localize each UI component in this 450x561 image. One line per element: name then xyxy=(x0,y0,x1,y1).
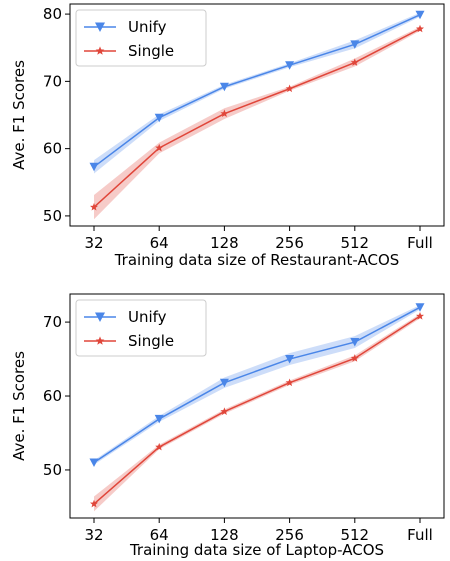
y-axis-title: Ave. F1 Scores xyxy=(10,351,28,461)
point-unify xyxy=(415,303,425,312)
point-single xyxy=(416,24,424,33)
series-line-single xyxy=(93,28,421,208)
y-axis-title: Ave. F1 Scores xyxy=(10,60,28,170)
point-unify xyxy=(350,338,360,347)
x-tick-label: Full xyxy=(407,234,433,252)
legend-marker-unify xyxy=(95,22,105,32)
legend-label-single: Single xyxy=(128,42,174,60)
point-single xyxy=(155,442,164,451)
point-unify xyxy=(285,355,295,364)
legend-box xyxy=(75,299,207,357)
x-tick-label: 512 xyxy=(340,234,369,252)
point-single xyxy=(350,354,359,362)
legend-label-single: Single xyxy=(128,332,174,350)
point-unify xyxy=(350,40,360,49)
point-single xyxy=(90,202,98,211)
chart-panel-1: 50 60 70 80 32 64 128 256 512 Full Training data s… xyxy=(10,3,445,269)
legend-marker-unify xyxy=(95,312,105,322)
point-unify xyxy=(154,414,164,424)
legend: Unify Single xyxy=(75,9,207,67)
x-tick-label: 64 xyxy=(150,526,169,544)
legend-marker-single xyxy=(95,46,105,55)
point-unify xyxy=(154,113,164,123)
x-tick-label: 32 xyxy=(84,234,103,252)
point-unify xyxy=(285,61,295,70)
y-tick-label: 80 xyxy=(43,5,62,23)
x-tick-label: 256 xyxy=(275,234,304,252)
point-single xyxy=(220,109,229,118)
point-single xyxy=(90,499,98,508)
point-unify xyxy=(415,10,425,20)
y-tick-label: 60 xyxy=(43,140,62,158)
chart-panel-2: 50 60 70 32 64 128 256 512 Full Training data siz… xyxy=(10,293,445,559)
legend-marker-single xyxy=(95,336,105,345)
legend: Unify Single xyxy=(75,299,207,357)
point-single xyxy=(285,378,294,387)
point-single xyxy=(285,84,294,93)
band-unify xyxy=(94,12,420,174)
series-line-unify xyxy=(93,306,421,464)
x-tick-label: 32 xyxy=(84,526,103,544)
x-axis-title: Training data size of Restaurant-ACOS xyxy=(114,251,400,269)
point-unify xyxy=(219,378,229,388)
point-single xyxy=(220,407,229,415)
y-tick-label: 70 xyxy=(43,72,62,90)
x-tick-label: 128 xyxy=(210,234,239,252)
x-tick-label: 128 xyxy=(210,526,239,544)
y-tick-label: 50 xyxy=(43,207,62,225)
x-tick-label: 64 xyxy=(150,234,169,252)
y-tick-label: 70 xyxy=(43,313,62,331)
legend-box xyxy=(75,9,207,67)
band-unify xyxy=(94,305,420,465)
point-unify xyxy=(89,162,99,172)
point-unify xyxy=(219,82,229,92)
y-tick-label: 50 xyxy=(43,461,62,479)
point-single xyxy=(155,143,164,152)
x-axis-title: Training data size of Laptop-ACOS xyxy=(129,541,384,559)
x-tick-label: 256 xyxy=(275,526,304,544)
point-single xyxy=(350,58,359,66)
plot-frame xyxy=(69,3,445,227)
series-line-unify xyxy=(93,14,421,168)
x-tick-label: Full xyxy=(407,526,433,544)
legend-label-unify: Unify xyxy=(128,308,167,326)
band-single xyxy=(94,313,420,512)
series-line-single xyxy=(93,315,421,505)
plot-frame xyxy=(69,293,445,519)
y-tick-label: 60 xyxy=(43,387,62,405)
point-unify xyxy=(89,458,99,468)
x-tick-label: 512 xyxy=(340,526,369,544)
legend-label-unify: Unify xyxy=(128,18,167,36)
point-single xyxy=(416,311,424,320)
